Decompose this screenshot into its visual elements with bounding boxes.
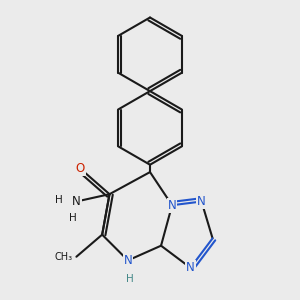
Text: N: N bbox=[168, 199, 176, 212]
Text: N: N bbox=[197, 195, 206, 208]
Text: H: H bbox=[69, 213, 76, 223]
Text: O: O bbox=[75, 162, 85, 175]
Text: N: N bbox=[124, 254, 132, 267]
Text: N: N bbox=[72, 195, 81, 208]
Text: H: H bbox=[126, 274, 134, 284]
Text: CH₃: CH₃ bbox=[55, 252, 73, 262]
Text: N: N bbox=[186, 261, 195, 274]
Text: H: H bbox=[55, 195, 63, 205]
